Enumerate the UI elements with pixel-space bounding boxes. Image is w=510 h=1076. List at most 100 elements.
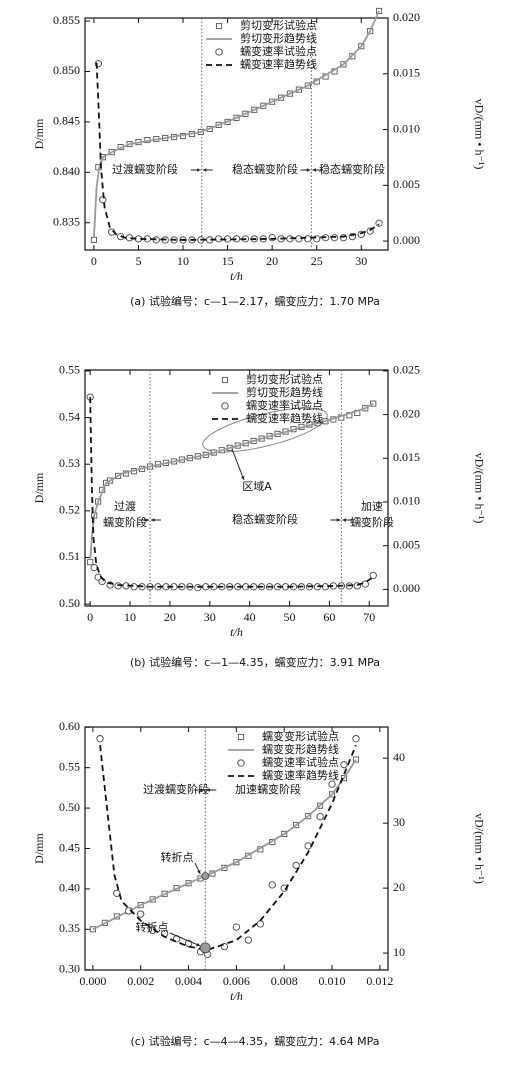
arrow-head (336, 518, 341, 522)
legend-marker (237, 759, 245, 767)
y2-tick-label: 0.000 (393, 581, 420, 595)
stage-label: 稳态蠕变阶段 (232, 162, 298, 176)
circle-point (340, 761, 348, 769)
circle-point (256, 920, 264, 928)
trend-line (89, 397, 374, 588)
circle-point (375, 219, 383, 227)
y2-tick-label: 0.015 (393, 66, 420, 80)
legend-marker (221, 402, 229, 410)
y2-tick-label: 0.005 (393, 537, 420, 551)
circle-point (268, 881, 276, 889)
circle-point (369, 571, 377, 580)
circle-point (313, 235, 321, 243)
x-tick-label: 0 (87, 610, 93, 624)
x-tick-label: 0.006 (223, 974, 250, 988)
legend-label: 剪切变形趋势线 (246, 385, 323, 399)
arrow-head (145, 518, 149, 522)
y-tick-label: 0.855 (53, 13, 80, 27)
legend-marker (215, 48, 223, 56)
square-point (90, 236, 97, 243)
x-axis-title: t/h (230, 269, 243, 283)
legend-marker (215, 22, 223, 30)
y-tick-label: 0.55 (59, 363, 80, 377)
arrow-head (206, 788, 210, 792)
circle-point (328, 780, 336, 788)
circle-point (232, 923, 241, 931)
y-tick-label: 0.850 (53, 63, 80, 77)
circle-point (113, 889, 121, 897)
y-tick-label: 0.845 (53, 114, 80, 128)
annotation-label: 转折点 (136, 920, 169, 934)
legend-label: 蠕变速率试验点 (240, 44, 317, 58)
circle-point (295, 235, 303, 243)
x-tick-label: 70 (363, 610, 375, 624)
region-outline (202, 407, 328, 453)
caption: (c) 试验编号：c—4—4.35，蠕变应力：4.64 MPa (130, 1034, 379, 1048)
stage-label: 稳态蠕变阶段 (232, 512, 298, 526)
x-tick-label: 50 (284, 610, 296, 624)
stage-label: 稳态蠕变阶段 (319, 162, 385, 176)
arrow-head (241, 476, 245, 480)
circle-point (316, 813, 324, 821)
turning-point (201, 872, 210, 880)
legend-label: 蠕变速率试验点 (246, 398, 323, 412)
square-point (87, 559, 94, 566)
x-tick-label: 5 (135, 254, 141, 268)
x-tick-label: 0 (91, 254, 97, 268)
legend-label: 蠕变速率趋势线 (246, 411, 323, 425)
y-tick-label: 0.55 (59, 759, 80, 773)
trend-line (89, 402, 374, 560)
x-tick-label: 0.002 (127, 974, 154, 988)
y-tick-label: 0.60 (59, 719, 80, 733)
x-axis-title: t/h (230, 989, 243, 1003)
y-tick-label: 0.51 (59, 549, 80, 563)
stage-label: 蠕变阶段 (350, 515, 394, 529)
plot-frame (84, 17, 389, 251)
y2-tick-label: 0.025 (393, 363, 420, 377)
arrow-head (306, 168, 311, 172)
y-tick-label: 0.50 (59, 800, 80, 814)
trend-line (95, 62, 380, 241)
x-axis-title: t/h (230, 625, 243, 639)
legend-label: 剪切变形趋势线 (240, 31, 317, 45)
legend-label: 剪切变形试验点 (246, 372, 323, 386)
arrow-head (197, 869, 201, 874)
trend-line (92, 759, 357, 931)
y2-tick-label: 40 (393, 750, 405, 764)
circle-point (352, 735, 360, 743)
x-tick-label: 40 (244, 610, 256, 624)
circle-point (137, 910, 145, 918)
legend-label: 剪切变形试验点 (240, 18, 317, 32)
y-tick-label: 0.835 (53, 215, 80, 229)
caption: (b) 试验编号：c—1—4.35，蠕变应力：3.91 MPa (130, 655, 380, 669)
turning-point (199, 942, 211, 954)
circle-point (304, 235, 312, 243)
arrow-head (312, 168, 316, 172)
x-tick-label: 60 (323, 610, 335, 624)
x-tick-label: 25 (311, 254, 323, 268)
y2-axis-title: vD/(mm • h⁻¹) (472, 453, 486, 524)
y2-tick-label: 0.010 (393, 494, 420, 508)
y2-tick-label: 0.000 (393, 233, 420, 247)
trend-line (99, 744, 357, 951)
x-tick-label: 0.004 (175, 974, 202, 988)
y2-tick-label: 0.020 (393, 10, 420, 24)
y-tick-label: 0.53 (59, 456, 80, 470)
y2-tick-label: 30 (393, 815, 405, 829)
legend-label: 蠕变变形试验点 (262, 729, 339, 743)
y-axis-title: D/mm (32, 472, 46, 503)
arrow-line (169, 932, 201, 947)
caption: (a) 试验编号：c—1—2.17，蠕变应力：1.70 MPa (130, 294, 380, 308)
circle-point (130, 583, 138, 591)
y2-axis-title: vD/(mm • h⁻¹) (472, 99, 486, 170)
y2-tick-label: 10 (393, 945, 405, 959)
x-tick-label: 0.012 (366, 974, 393, 988)
arrow-head (197, 168, 201, 172)
annotation-label: 区域A (242, 480, 272, 493)
y2-tick-label: 0.020 (393, 406, 420, 420)
y2-tick-label: 0.010 (393, 121, 420, 135)
x-tick-label: 0.010 (319, 974, 346, 988)
x-tick-label: 10 (124, 610, 136, 624)
stage-label: 过渡蠕变阶段 (112, 162, 178, 176)
